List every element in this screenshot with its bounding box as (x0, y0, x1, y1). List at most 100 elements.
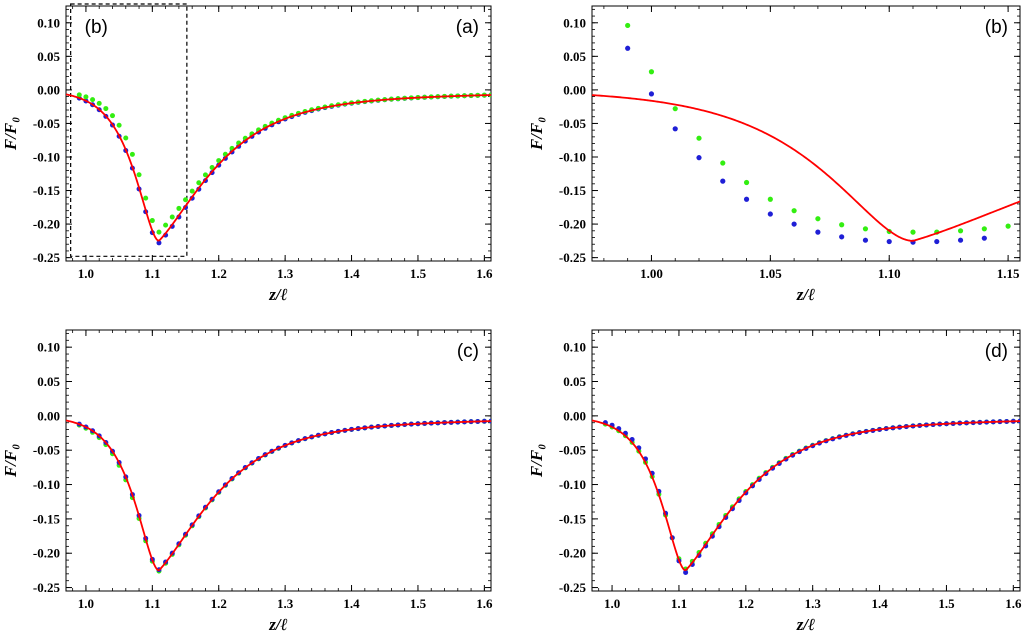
fit-line (66, 93, 491, 242)
plot-frame (65, 5, 492, 262)
plot-frame (591, 329, 1021, 592)
green-data-point (957, 228, 964, 234)
blue-data-point (981, 235, 987, 241)
green-data-point (209, 164, 215, 170)
plot-area (592, 22, 1020, 245)
y-tick-label: 0.10 (563, 340, 586, 355)
y-tick-label: -0.10 (559, 477, 586, 492)
blue-data-point (743, 196, 750, 202)
y-tick-label: -0.25 (559, 250, 587, 265)
green-data-point (815, 216, 821, 222)
x-tick-label: 1.1 (144, 266, 160, 281)
green-data-point (109, 113, 115, 119)
blue-data-point (839, 234, 845, 240)
plot-frame (65, 329, 492, 592)
y-tick-label: -0.05 (559, 443, 587, 458)
y-tick-label: -0.10 (33, 149, 60, 164)
blue-data-point (815, 229, 821, 235)
y-tick-label: -0.25 (559, 580, 587, 595)
y-axis-label: F/F₀ (527, 117, 546, 151)
panel-b: 1.00 1.05 1.10 1.15 0.10 0.05 0.00 -0.05 -0.10 -0… (527, 5, 1021, 304)
green-data-point (103, 106, 109, 112)
x-tick-label: 1.5 (938, 596, 955, 611)
green-data-point (202, 172, 208, 178)
y-tick-label: -0.05 (33, 116, 61, 131)
green-data-point (123, 135, 129, 141)
green-data-point (625, 22, 631, 29)
x-tick-label: 1.0 (78, 596, 94, 611)
x-tick-label: 1.4 (343, 596, 360, 611)
y-tick-label: -0.15 (33, 511, 61, 526)
y-tick-label: 0.00 (37, 408, 60, 423)
green-data-point (672, 106, 678, 112)
green-data-point (196, 180, 202, 186)
y-tick-label: -0.10 (559, 149, 586, 164)
blue-data-point (625, 45, 631, 51)
x-tick-label: 1.05 (759, 266, 782, 281)
y-tick-label: -0.20 (559, 217, 586, 232)
y-tick-label: 0.10 (563, 15, 586, 30)
y-axis-label: F/F₀ (1, 117, 20, 151)
blue-data-point (862, 237, 869, 243)
blue-data-point (720, 178, 726, 184)
panel-label: (d) (985, 341, 1008, 362)
panel-label: (b) (985, 17, 1008, 38)
y-axis-label: F/F₀ (1, 444, 20, 478)
inset-box-label: (b) (85, 17, 108, 38)
panel-c: 1.0 1.1 1.2 1.3 1.4 1.5 1.6 0.10 0.05 0.00 -0.05 -0… (1, 329, 493, 634)
y-tick-label: 0.00 (37, 82, 60, 97)
blue-data-point (696, 155, 702, 161)
x-tick-label: 1.6 (476, 596, 493, 611)
green-data-point (169, 214, 175, 220)
x-tick-label: 1.0 (604, 596, 620, 611)
plot-frame (591, 5, 1021, 262)
y-tick-label: -0.15 (33, 183, 61, 198)
x-axis-label: z/ℓ (796, 615, 816, 634)
blue-data-point (934, 238, 940, 245)
green-data-point (129, 151, 135, 157)
green-data-point (189, 188, 195, 194)
x-axis-label: z/ℓ (796, 285, 816, 304)
blue-data-point (886, 238, 892, 245)
green-data-point (839, 222, 845, 228)
green-data-point (163, 222, 169, 228)
green-data-point (116, 122, 122, 128)
green-data-point (696, 135, 702, 141)
x-tick-label: 1.5 (410, 266, 427, 281)
x-tick-label: 1.10 (878, 266, 901, 281)
x-axis-label: z/ℓ (268, 285, 288, 304)
x-tick-label: 1.4 (343, 266, 360, 281)
y-tick-label: -0.15 (559, 183, 587, 198)
fit-line (592, 419, 1020, 572)
x-tick-label: 1.3 (277, 266, 294, 281)
y-tick-label: 0.00 (563, 82, 586, 97)
x-tick-label: 1.3 (277, 596, 294, 611)
y-tick-label: -0.25 (33, 580, 61, 595)
x-tick-label: 1.0 (78, 266, 94, 281)
green-data-point (176, 205, 182, 211)
y-tick-label: -0.15 (559, 511, 587, 526)
green-data-point (90, 97, 96, 103)
blue-data-point (791, 221, 797, 227)
blue-data-point (767, 211, 773, 217)
y-tick-label: 0.05 (563, 374, 586, 389)
inset-region-box (70, 3, 188, 257)
panel-label: (a) (456, 17, 479, 38)
x-tick-label: 1.4 (871, 596, 888, 611)
y-tick-label: -0.25 (33, 250, 61, 265)
x-tick-label: 1.15 (997, 266, 1020, 281)
panel-d: 1.0 1.1 1.2 1.3 1.4 1.5 1.6 0.10 0.05 0.00 -0.05 -0… (527, 329, 1022, 634)
x-tick-label: 1.1 (144, 596, 160, 611)
green-data-point (136, 172, 142, 178)
green-data-point (183, 197, 189, 203)
fit-line (66, 419, 491, 572)
x-axis-label: z/ℓ (268, 615, 288, 634)
green-data-point (648, 69, 655, 75)
x-tick-label: 1.3 (805, 596, 822, 611)
green-data-point (720, 160, 726, 166)
y-tick-label: -0.10 (33, 477, 60, 492)
plot-area (66, 92, 491, 246)
fit-line (592, 94, 1020, 242)
x-tick-label: 1.00 (640, 266, 663, 281)
